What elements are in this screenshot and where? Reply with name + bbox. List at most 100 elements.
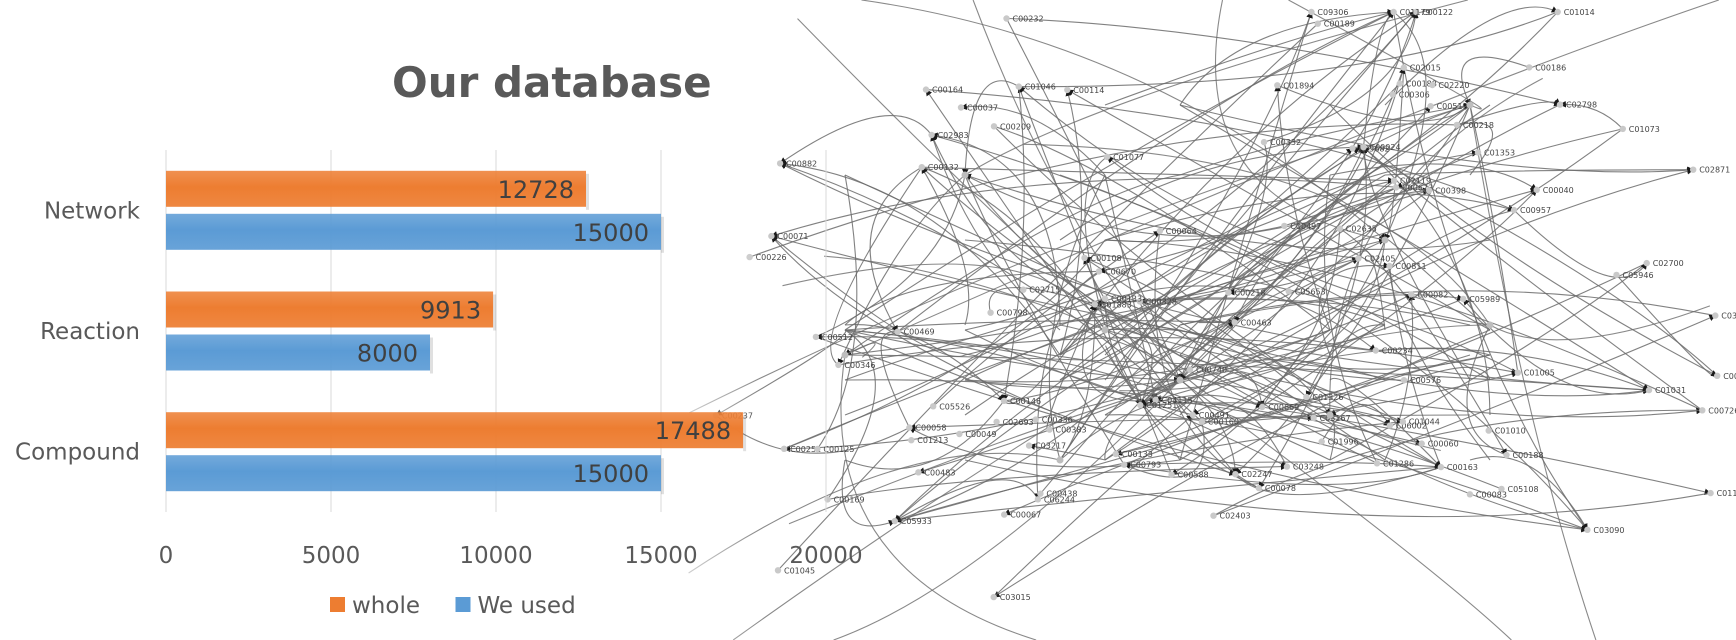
bar-we-used [166, 455, 661, 492]
network-node-label: C00798 [997, 309, 1028, 318]
network-node [1336, 225, 1344, 232]
bar-whole [166, 291, 494, 328]
x-tick-labels: 0 5000 10000 15000 20000 [159, 543, 863, 569]
network-node-label: C00060 [1428, 440, 1459, 449]
network-node [1466, 491, 1474, 498]
legend-label: whole [352, 593, 420, 619]
network-node [1503, 451, 1510, 459]
network-node-label: C02693 [1003, 418, 1034, 427]
bar-whole [166, 412, 744, 449]
network-node-label: C01353 [1484, 149, 1515, 158]
network-node [780, 445, 788, 452]
network-node-label: C06002 [1396, 422, 1427, 431]
network-node [776, 160, 784, 167]
network-node-label: C05108 [1508, 485, 1539, 494]
network-node-label: C00188 [1406, 80, 1437, 89]
network-node-label: C00218 [1463, 121, 1494, 130]
network-node-label: C02635 [1346, 225, 1377, 234]
network-node [1386, 262, 1393, 270]
network-hub-node [1381, 236, 1389, 244]
network-node [1510, 206, 1518, 214]
network-node [1000, 397, 1008, 404]
network-node-label: C00125 [823, 445, 854, 454]
network-node [1283, 463, 1291, 470]
network-node-label: C01127 [1717, 489, 1736, 498]
network-node-label: C02220 [1438, 81, 1469, 90]
network-node [835, 361, 842, 369]
network-node [1020, 286, 1027, 293]
network-node [1189, 411, 1197, 419]
network-fade [640, 0, 760, 640]
network-node-label: C01326 [1312, 393, 1343, 402]
bar-shadow [661, 216, 664, 253]
network-node [1427, 103, 1434, 110]
network-hub-node [961, 171, 969, 179]
network-node-label: C02715 [1029, 286, 1060, 295]
network-node-label: C00483 [924, 468, 955, 477]
network-node [956, 430, 963, 438]
network-node [1613, 271, 1620, 279]
network-node [1425, 187, 1433, 194]
network-node-label: C01894 [1283, 81, 1314, 90]
network-node-label: C00040 [1543, 186, 1574, 195]
bar-shadow [743, 415, 747, 452]
network-node [1198, 418, 1206, 425]
network-node [1453, 121, 1461, 129]
network-node-label: C05933 [901, 517, 932, 526]
network-node [1308, 8, 1315, 16]
network-node [1091, 301, 1099, 308]
network-node-label: C00188 [1513, 451, 1544, 460]
network-node-label: C04115 [1162, 396, 1193, 405]
network-node [987, 309, 994, 316]
network-node-label: C01996 [1328, 438, 1359, 447]
network-node-label: C00398 [1435, 186, 1466, 195]
network-node-label: C00793 [1130, 461, 1161, 470]
network-node [1046, 426, 1053, 433]
network-node [1314, 20, 1322, 27]
network-node [1474, 149, 1482, 156]
network-node-label: C01031 [1655, 386, 1686, 395]
network-hub-node [1056, 456, 1064, 464]
network-node-label: C00209 [1000, 122, 1031, 131]
network-node [1485, 427, 1492, 434]
network-node [990, 593, 997, 601]
network-node [928, 131, 935, 139]
network-node [1412, 8, 1420, 16]
network-node [1699, 407, 1706, 414]
network-node [1400, 64, 1408, 71]
network-node [1437, 463, 1445, 471]
network-node [1429, 81, 1436, 89]
network-node [957, 104, 965, 111]
network-node-label: C00083 [1476, 490, 1507, 499]
network-node-label: C01014 [1564, 8, 1595, 17]
network-hub-node [1326, 411, 1334, 419]
bar-we-used [166, 334, 430, 371]
network-node-label: C00234 [1382, 347, 1413, 356]
network-node-label: C00588 [1178, 471, 1209, 480]
network-node [1260, 138, 1268, 146]
x-tick-label: 5000 [302, 543, 361, 569]
network-node-label: C00264 [1723, 372, 1736, 381]
bar-shadow [493, 294, 497, 331]
network-node-label: C01883 [1101, 300, 1132, 309]
network-node-label: C00114 [1073, 86, 1104, 95]
network-node [908, 437, 915, 444]
network-node-label: C00108 [1091, 254, 1122, 263]
network-node [990, 123, 998, 130]
network-node-label: C00346 [844, 361, 875, 370]
network-node [1255, 484, 1263, 492]
network-node [1064, 86, 1071, 94]
data-label: 15000 [573, 460, 649, 488]
network-node-label: C00067 [1010, 511, 1041, 520]
network-node-label: C00037 [967, 104, 998, 113]
network-node [906, 424, 913, 431]
network-node [1408, 291, 1415, 298]
network-node [1032, 416, 1039, 423]
network-node [1386, 422, 1394, 429]
network-node [1037, 490, 1044, 497]
network-node [1210, 512, 1217, 519]
network-node-label: C05989 [1469, 295, 1500, 304]
network-node-label: C00164 [932, 86, 963, 95]
network-node [1400, 377, 1408, 384]
